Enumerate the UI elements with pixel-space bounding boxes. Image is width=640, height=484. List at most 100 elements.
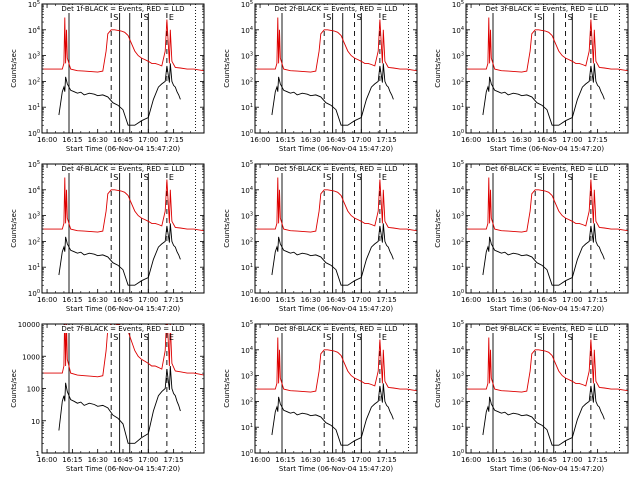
y-tick-label: 100 (241, 449, 253, 458)
marker-annotation: E (169, 13, 174, 22)
x-tick-label: 17:00 (351, 296, 371, 304)
y-tick-label: 1000 (22, 353, 40, 361)
marker-annotation: E (593, 173, 598, 182)
x-tick-label: 16:15 (275, 296, 295, 304)
marker-annotation: E (382, 333, 387, 342)
events-series-line (58, 63, 181, 126)
y-axis-label: Counts/sec (223, 49, 231, 88)
panel-title: Det 4f-BLACK = Events, RED = LLD (61, 165, 184, 173)
marker-annotation: S (144, 173, 149, 182)
y-tick-label: 104 (28, 26, 40, 35)
y-axis-label: Counts/sec (434, 49, 442, 88)
y-axis-label: Counts/sec (10, 49, 18, 88)
x-tick-label: 17:00 (138, 296, 158, 304)
y-tick-label: 104 (452, 186, 464, 195)
y-tick-label: 104 (452, 346, 464, 355)
plot-frame (41, 163, 205, 294)
y-tick-label: 105 (28, 160, 40, 169)
x-tick-label: 17:15 (377, 456, 397, 464)
y-tick-label: 101 (28, 263, 40, 272)
events-series-line (482, 383, 605, 446)
marker-annotation: E (593, 13, 598, 22)
y-tick-label: 101 (241, 263, 253, 272)
y-tick-label: 100 (241, 129, 253, 138)
events-series-line (482, 223, 605, 286)
events-series-line (271, 223, 394, 286)
y-tick-label: 1 (36, 450, 40, 458)
marker-annotation: S (113, 333, 118, 342)
x-axis-label: Start Time (06-Nov-04 15:47:20) (279, 465, 393, 473)
marker-annotation: S (357, 13, 362, 22)
y-axis-label: Counts/sec (10, 209, 18, 248)
y-tick-label: 102 (241, 77, 253, 86)
panel-det-7: 1 10 100 1000 10000 16:00 16:15 16:30 16:45 17:00… (10, 321, 205, 473)
x-tick-label: 16:00 (37, 136, 57, 144)
y-tick-label: 100 (28, 289, 40, 298)
x-tick-label: 16:30 (512, 136, 532, 144)
x-axis-label: Start Time (06-Nov-04 15:47:20) (279, 305, 393, 313)
y-tick-label: 105 (241, 320, 253, 329)
x-tick-label: 17:15 (588, 296, 608, 304)
lld-series-line (42, 17, 204, 73)
events-series-line (58, 365, 181, 444)
x-tick-label: 16:15 (486, 296, 506, 304)
y-tick-label: 105 (452, 320, 464, 329)
marker-annotation: S (144, 333, 149, 342)
y-tick-label: 101 (241, 103, 253, 112)
y-tick-label: 100 (241, 289, 253, 298)
events-series-line (482, 63, 605, 126)
y-tick-label: 101 (452, 103, 464, 112)
y-axis-label: Counts/sec (434, 209, 442, 248)
y-tick-label: 103 (241, 52, 253, 61)
x-tick-label: 17:00 (562, 136, 582, 144)
y-tick-label: 100 (28, 129, 40, 138)
marker-annotation: S (144, 13, 149, 22)
y-tick-label: 102 (452, 397, 464, 406)
lld-series-line (42, 177, 204, 233)
x-tick-label: 16:30 (88, 456, 108, 464)
panel-det-6: 100 101 102 103 104 105 16:00 16:15 16:30 16:45 17… (434, 160, 629, 313)
y-tick-label: 104 (241, 186, 253, 195)
x-tick-label: 16:45 (326, 136, 346, 144)
y-tick-label: 102 (241, 397, 253, 406)
y-tick-label: 100 (452, 449, 464, 458)
panel-title: Det 9f-BLACK = Events, RED = LLD (485, 325, 608, 333)
y-tick-label: 101 (28, 103, 40, 112)
y-tick-label: 103 (452, 212, 464, 221)
x-tick-label: 16:00 (461, 456, 481, 464)
x-tick-label: 17:00 (138, 456, 158, 464)
x-tick-label: 16:15 (275, 456, 295, 464)
y-tick-label: 103 (452, 52, 464, 61)
lld-series-line (255, 337, 417, 393)
y-tick-label: 105 (452, 0, 464, 9)
marker-annotation: S (537, 173, 542, 182)
x-tick-label: 16:45 (113, 136, 133, 144)
panel-det-8: 100 101 102 103 104 105 16:00 16:15 16:30 16:45 17… (223, 320, 418, 473)
x-axis-label: Start Time (06-Nov-04 15:47:20) (66, 305, 180, 313)
marker-annotation: S (568, 333, 573, 342)
y-tick-label: 102 (241, 237, 253, 246)
panel-det-2: 100 101 102 103 104 105 16:00 16:15 16:30 16:45 17… (223, 0, 418, 153)
lld-series-line (466, 177, 628, 233)
x-tick-label: 16:15 (275, 136, 295, 144)
x-tick-label: 17:15 (377, 136, 397, 144)
x-tick-label: 17:00 (562, 296, 582, 304)
panel-title: Det 8f-BLACK = Events, RED = LLD (274, 325, 397, 333)
x-tick-label: 17:15 (588, 136, 608, 144)
marker-annotation: S (326, 333, 331, 342)
marker-annotation: E (382, 13, 387, 22)
y-tick-label: 105 (28, 0, 40, 9)
x-tick-label: 17:15 (164, 456, 184, 464)
marker-annotation: S (537, 333, 542, 342)
x-tick-label: 16:15 (486, 136, 506, 144)
y-axis-label: Counts/sec (223, 369, 231, 408)
y-tick-label: 102 (28, 77, 40, 86)
y-tick-label: 100 (452, 289, 464, 298)
x-tick-label: 16:00 (250, 456, 270, 464)
marker-annotation: S (568, 173, 573, 182)
x-tick-label: 17:00 (351, 136, 371, 144)
y-tick-label: 100 (27, 386, 40, 394)
marker-annotation: S (568, 13, 573, 22)
x-tick-label: 16:30 (301, 456, 321, 464)
plot-frame (465, 3, 629, 134)
